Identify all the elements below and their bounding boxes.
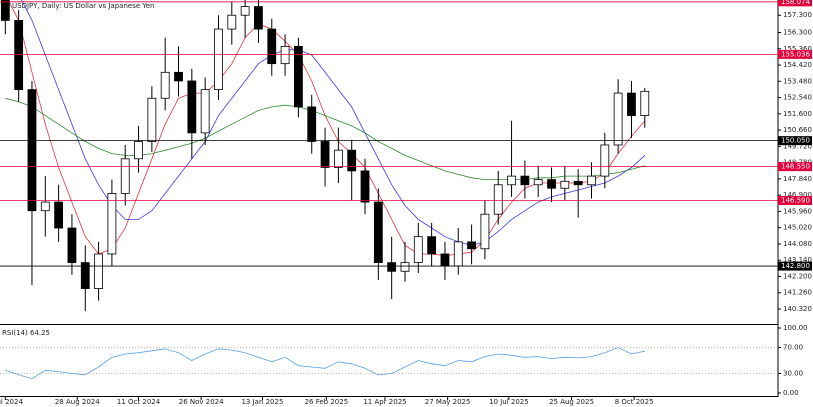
candle-body (547, 179, 556, 189)
x-tick-label: 8 Oct 2025 (615, 398, 654, 406)
x-tick-label: 26 Nov 2024 (179, 398, 224, 406)
rsi-label: RSI(14) 64.25 (2, 329, 50, 337)
y-tick-label: 100.00 (783, 324, 808, 332)
candle-body (360, 170, 370, 203)
y-tick-label: 144.080 (783, 240, 812, 248)
candle-body (27, 89, 37, 212)
x-tick-label: 26 Feb 2025 (305, 398, 349, 406)
candle-body (440, 253, 450, 267)
level-label: 155.036 (781, 50, 810, 58)
candle-body (453, 241, 463, 267)
chart-title: USDJPY, Daily: US Dollar vs Japanese Yen (12, 2, 154, 10)
candle-body (400, 262, 410, 272)
candle-body (147, 97, 157, 142)
candle-body (493, 184, 503, 215)
candle-body (67, 227, 77, 264)
level-label: 148.550 (781, 163, 810, 171)
candle-body (320, 141, 330, 168)
candle-body (587, 175, 596, 186)
candle-body (280, 45, 290, 65)
y-tick-label: 152.540 (783, 94, 812, 102)
candle-body (627, 92, 636, 116)
y-tick-label: 142.200 (783, 272, 812, 280)
y-tick-label: 155.360 (783, 45, 812, 53)
level-label: 146.590 (781, 197, 810, 205)
level-tag (778, 162, 812, 172)
level-tag (778, 196, 812, 206)
candle-body (387, 262, 397, 272)
candle-body (174, 71, 183, 82)
y-tick-label: 156.300 (783, 29, 812, 37)
candle-body (613, 92, 623, 146)
candle-body (573, 180, 583, 186)
y-tick-label: 145.020 (783, 224, 812, 232)
candle-body (80, 262, 90, 289)
y-tick-label: 146.900 (783, 191, 812, 199)
candle-body (294, 45, 303, 108)
level-label: 158.074 (781, 0, 810, 6)
candle-body (120, 158, 130, 194)
level-tag (778, 49, 812, 59)
candle-body (214, 28, 223, 91)
y-tick-label: 70.00 (783, 344, 803, 352)
candle-body (40, 201, 50, 212)
candle-body (507, 175, 516, 186)
candle-body (254, 6, 263, 30)
x-tick-label: 27 May 2025 (425, 398, 471, 406)
candle-body (347, 149, 357, 172)
level-tag (778, 261, 812, 271)
y-tick-label: 0.00 (783, 389, 799, 397)
y-tick-label: 141.260 (783, 289, 812, 297)
candle-body (54, 201, 64, 229)
candle-body (107, 193, 117, 255)
y-tick-label: 140.320 (783, 305, 812, 313)
x-tick-label: 25 Aug 2025 (549, 398, 594, 406)
candle-body (533, 179, 543, 186)
y-tick-label: 149.720 (783, 142, 812, 150)
y-tick-label: 151.600 (783, 110, 812, 118)
candle-body (240, 6, 250, 16)
candle-body (560, 180, 570, 189)
candle-body (134, 141, 143, 160)
x-tick-label: 13 Jan 2025 (241, 398, 283, 406)
candle-body (200, 89, 210, 134)
y-tick-label: 153.480 (783, 77, 812, 85)
x-tick-label: 10 Jul 2025 (489, 398, 529, 406)
level-label: 150.050 (781, 137, 810, 145)
candle-body (640, 90, 650, 116)
y-tick-label: 145.960 (783, 207, 812, 215)
candle-body (307, 106, 317, 142)
y-tick-label: 147.840 (783, 175, 812, 183)
y-tick-label: 30.00 (783, 370, 803, 378)
candle-body (160, 71, 170, 99)
candle-body (267, 28, 277, 65)
candle-body (187, 80, 197, 134)
y-tick-label: 150.660 (783, 126, 812, 134)
candle-body (520, 175, 530, 186)
candle-body (480, 213, 490, 250)
rsi-line (5, 347, 645, 380)
y-tick-label: 157.300 (783, 11, 812, 19)
candle-body (227, 14, 237, 30)
candle-body (467, 241, 476, 250)
y-tick-label: 154.420 (783, 61, 812, 69)
x-tick-label: 11 Apr 2025 (363, 398, 406, 406)
x-tick-label: 28 Aug 2024 (55, 398, 100, 406)
level-tag (778, 136, 812, 146)
level-label: 142.800 (781, 262, 810, 270)
candle-body (373, 201, 383, 264)
x-tick-label: 5 Jul 2024 (0, 398, 23, 406)
level-tag (778, 0, 812, 7)
candle-body (0, 0, 10, 21)
candle-body (600, 144, 610, 177)
candle-body (14, 20, 24, 91)
candle-body (333, 149, 343, 168)
y-tick-label: 143.140 (783, 256, 812, 264)
candle-body (94, 253, 103, 289)
candle-body (413, 236, 423, 264)
x-tick-label: 11 Oct 2024 (117, 398, 161, 406)
candle-body (427, 236, 437, 255)
